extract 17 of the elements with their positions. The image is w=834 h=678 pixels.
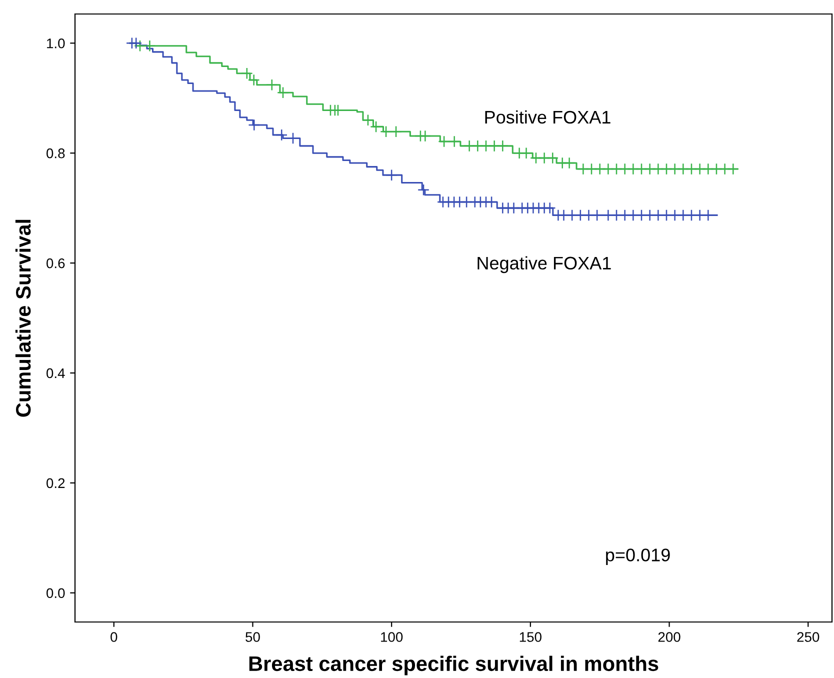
y-tick-label: 0.0 (46, 588, 65, 598)
x-tick-label: 100 (381, 632, 403, 642)
x-tick-label: 50 (246, 632, 260, 642)
y-tick-label: 0.4 (46, 368, 65, 378)
series-label: Positive FOXA1 (485, 110, 610, 124)
y-tick-label: 0.8 (46, 148, 65, 158)
x-tick-label: 150 (520, 632, 542, 642)
x-tick-label: 250 (797, 632, 820, 642)
annotation: p=0.019 (606, 548, 670, 565)
x-tick-label: 0 (110, 632, 118, 642)
x-axis-title: Breast cancer specific survival in months (249, 656, 658, 676)
x-tick-label: 200 (658, 632, 680, 642)
y-tick-label: 0.6 (46, 258, 65, 268)
text: Negative FOXA1 (478, 256, 611, 274)
y-tick-label: 0.2 (46, 478, 65, 488)
y-tick-label: 1.0 (47, 38, 65, 48)
y-axis-title: Cumulative Survival (15, 220, 31, 417)
